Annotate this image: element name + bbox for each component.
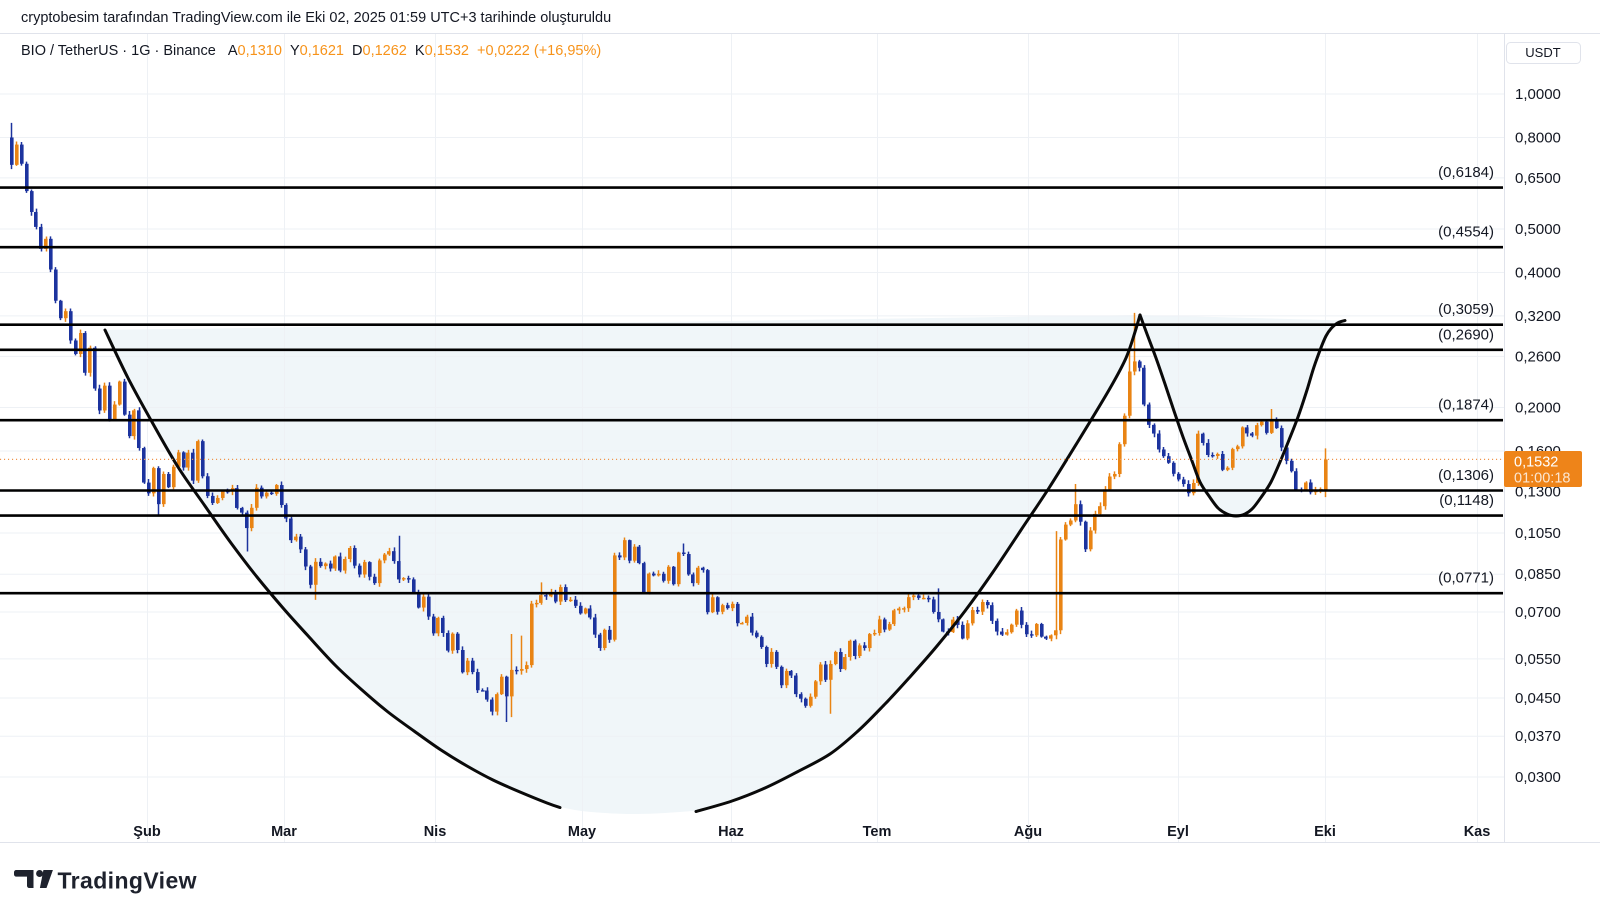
svg-text:cryptobesim tarafından Trading: cryptobesim tarafından TradingView.com i… [21, 10, 611, 26]
svg-text:0,0700: 0,0700 [1515, 604, 1561, 621]
svg-text:BIO / TetherUS · 1G · Binance: BIO / TetherUS · 1G · Binance A0,1310 Y0… [21, 43, 601, 59]
svg-text:1,0000: 1,0000 [1515, 86, 1561, 103]
svg-text:Kas: Kas [1464, 824, 1491, 840]
svg-text:Eyl: Eyl [1167, 824, 1189, 840]
svg-text:Haz: Haz [718, 824, 744, 840]
svg-text:0,1050: 0,1050 [1515, 525, 1561, 542]
svg-text:USDT: USDT [1525, 45, 1560, 60]
svg-text:May: May [568, 824, 596, 840]
svg-text:(0,1148): (0,1148) [1439, 492, 1494, 509]
svg-text:(0,1874): (0,1874) [1438, 397, 1494, 414]
svg-text:0,1532: 0,1532 [1514, 455, 1558, 471]
svg-text:(0,4554): (0,4554) [1438, 224, 1494, 241]
svg-text:TradingView: TradingView [58, 868, 197, 894]
svg-text:01:00:18: 01:00:18 [1514, 471, 1570, 487]
svg-text:Mar: Mar [271, 824, 297, 840]
svg-text:0,5000: 0,5000 [1515, 221, 1561, 238]
svg-text:(0,3059): (0,3059) [1438, 301, 1494, 318]
svg-text:(0,0771): (0,0771) [1438, 570, 1494, 587]
svg-text:Nis: Nis [424, 824, 447, 840]
svg-text:(0,1306): (0,1306) [1438, 467, 1494, 484]
svg-text:Eki: Eki [1314, 824, 1336, 840]
svg-text:0,8000: 0,8000 [1515, 130, 1561, 147]
svg-text:0,3200: 0,3200 [1515, 308, 1561, 325]
svg-text:0,2600: 0,2600 [1515, 348, 1561, 365]
svg-text:(0,6184): (0,6184) [1438, 164, 1494, 181]
svg-text:0,6500: 0,6500 [1515, 170, 1561, 187]
svg-text:0,0370: 0,0370 [1515, 728, 1561, 745]
svg-text:0,0850: 0,0850 [1515, 566, 1561, 583]
svg-text:0,0450: 0,0450 [1515, 690, 1561, 707]
svg-text:0,2000: 0,2000 [1515, 400, 1561, 417]
svg-text:Şub: Şub [133, 824, 161, 840]
svg-text:0,1300: 0,1300 [1515, 483, 1561, 500]
svg-text:(0,2690): (0,2690) [1438, 326, 1494, 343]
svg-text:0,0300: 0,0300 [1515, 769, 1561, 786]
svg-text:0,0550: 0,0550 [1515, 651, 1561, 668]
svg-text:Ağu: Ağu [1014, 824, 1042, 840]
svg-text:0,4000: 0,4000 [1515, 265, 1561, 282]
svg-text:Tem: Tem [863, 824, 892, 840]
